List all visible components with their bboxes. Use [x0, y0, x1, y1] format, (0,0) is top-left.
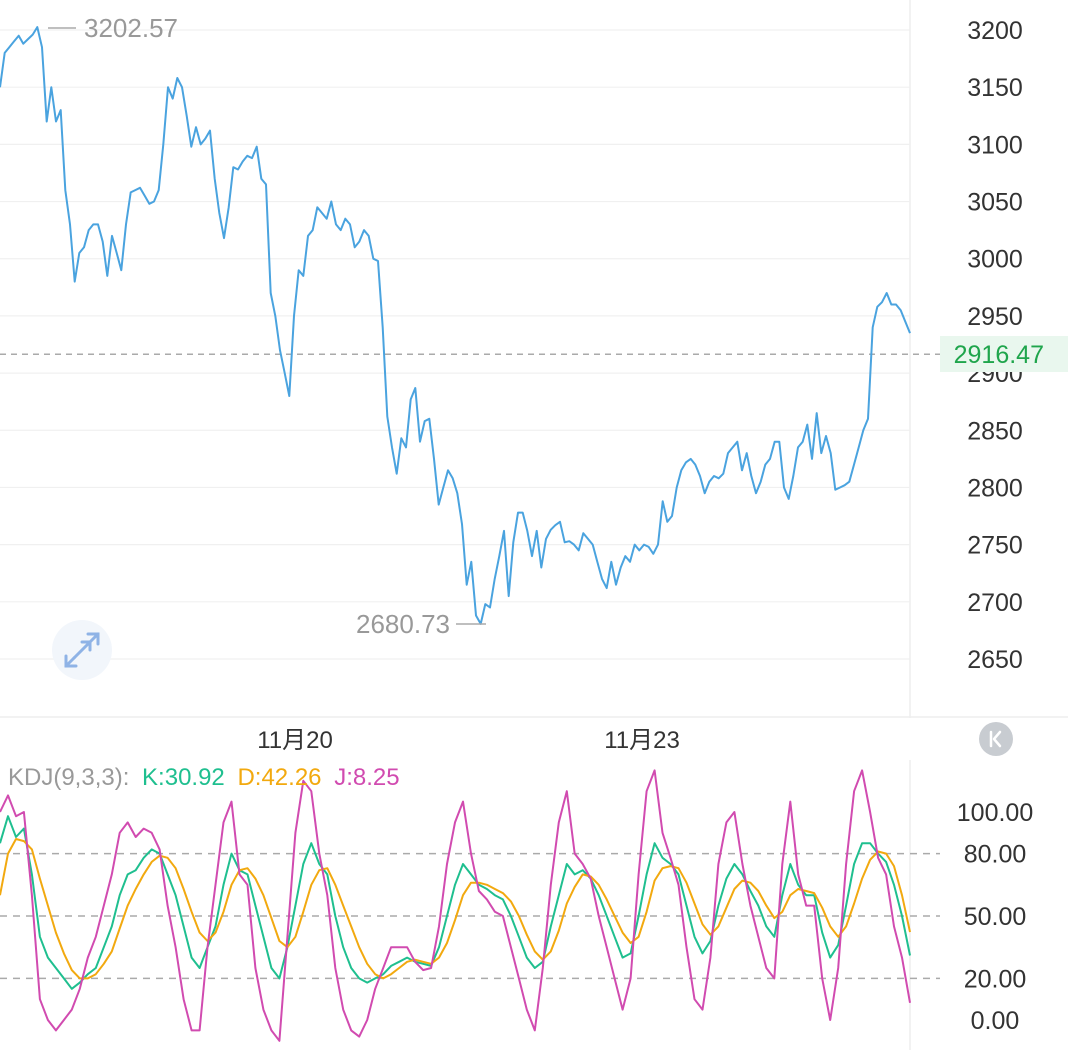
jump-to-start-icon — [989, 730, 1002, 748]
kdj-tick-label: 0.00 — [971, 1007, 1020, 1035]
price-tick-label: 2650 — [967, 646, 1023, 674]
price-tick-label: 2850 — [967, 417, 1023, 445]
price-series-line — [0, 26, 911, 625]
price-chart — [0, 26, 911, 625]
expand-chart-button[interactable] — [52, 620, 112, 680]
price-tick-label: 3200 — [967, 17, 1023, 45]
expand-arrows-icon — [64, 632, 100, 668]
jump-to-start-button[interactable] — [979, 722, 1013, 756]
kdj-tick-label: 20.00 — [964, 965, 1027, 993]
x-tick-label: 11月23 — [604, 727, 680, 754]
price-tick-label: 2700 — [967, 589, 1023, 617]
kdj-j-value: J:8.25 — [334, 764, 399, 791]
kdj-tick-label: 80.00 — [964, 841, 1027, 869]
max-label: 3202.57 — [84, 13, 178, 43]
kdj-k-line — [0, 815, 911, 990]
kdj-tick-label: 100.00 — [957, 799, 1033, 827]
current-price-badge: 2916.47 — [940, 336, 1068, 372]
price-tick-label: 2750 — [967, 532, 1023, 560]
kdj-d-line — [0, 838, 911, 980]
min-label: 2680.73 — [356, 609, 450, 639]
current-price-label: 2916.47 — [954, 341, 1044, 369]
price-tick-label: 3150 — [967, 74, 1023, 102]
kdj-j-line — [0, 769, 911, 1042]
kdj-k-value: K:30.92 — [142, 764, 225, 791]
kdj-d-value: D:42.26 — [237, 764, 321, 791]
kdj-tick-label: 50.00 — [964, 903, 1027, 931]
x-tick-label: 11月20 — [257, 727, 333, 754]
price-tick-label: 3100 — [967, 131, 1023, 159]
current-price-bg — [940, 336, 1068, 372]
kdj-title: KDJ(9,3,3): — [8, 764, 129, 791]
price-tick-label: 2800 — [967, 474, 1023, 502]
max-annotation: 3202.57 — [48, 13, 178, 43]
price-tick-label: 3050 — [967, 189, 1023, 217]
kdj-header: KDJ(9,3,3): K:30.92 D:42.26 J:8.25 — [8, 764, 400, 791]
price-tick-label: 2950 — [967, 303, 1023, 331]
min-annotation: 2680.73 — [356, 609, 486, 639]
price-tick-label: 3000 — [967, 246, 1023, 274]
kdj-chart — [0, 769, 911, 1042]
